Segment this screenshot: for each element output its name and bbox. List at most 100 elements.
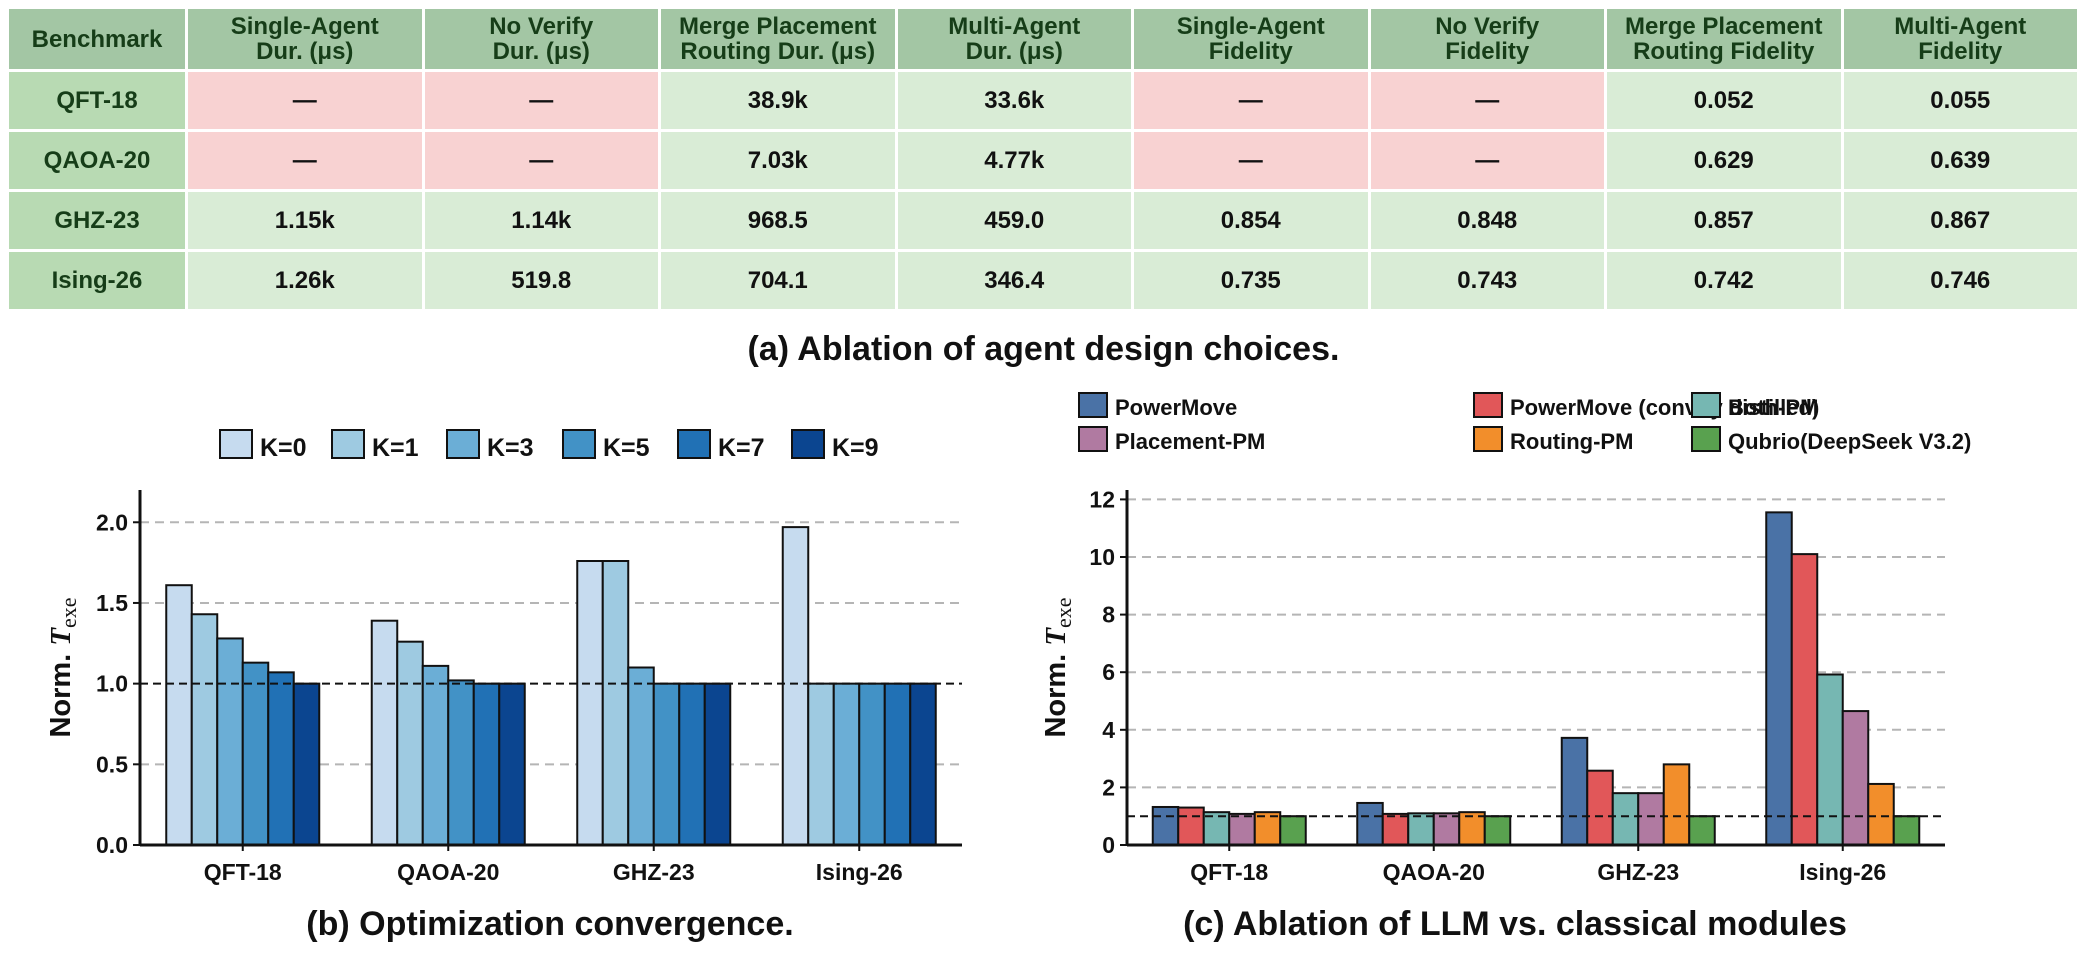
bar [1151,805,1180,847]
column-header: No Verify Fidelity [1367,6,1607,72]
table-cell: 519.8 [421,249,661,312]
column-header-text: Dur. (μs) [256,38,354,65]
column-header: Merge Placement Routing Fidelity [1604,6,1844,72]
table-cell: — [185,129,425,192]
y-axis-label-var: T [45,627,77,646]
table-cell: — [1367,69,1607,132]
x-tick-label: QFT-18 [1190,859,1268,885]
bar [601,560,630,846]
table-cell: — [421,69,661,132]
y-tick-label: 8 [1102,602,1115,628]
column-header-text: Fidelity [1918,38,2003,65]
llm-ablation-chart: QFT-18 QAOA-20 GHZ-23 Ising-26 0 2 4 6 8 10 12 Norm… [1040,392,1971,885]
table-cell: 968.5 [658,189,898,252]
bar [1765,511,1793,846]
bar [1637,792,1665,846]
column-header-text: Routing Dur. (μs) [680,38,876,65]
y-tick-label: 0.5 [96,751,128,777]
table-cell: 0.867 [1840,189,2080,252]
table-row: GHZ-23 1.15k 1.14k 968.5 459.0 0.854 0.848 0.85… [6,189,2080,252]
legend-swatch [331,429,365,459]
table-cell: 33.6k [894,69,1134,132]
table-cell: — [421,129,661,192]
legend-swatch [1691,392,1721,418]
legend-label: Placement-PM [1115,429,1265,454]
results-table-container: Benchmark Single-Agent Dur. (μs) No Verify D… [6,6,2080,312]
table-cell: 0.854 [1131,189,1371,252]
bar [292,682,321,846]
legend-swatch [791,429,825,459]
column-header: No Verify Dur. (μs) [421,6,661,72]
table-cell: 1.26k [185,249,425,312]
column-header-text: Multi-Agent [948,13,1081,40]
legend-label: K=1 [372,434,419,462]
bar [1841,710,1870,847]
y-tick-label: 1.5 [96,590,128,616]
legend-swatch [1078,392,1108,418]
bar [1356,801,1384,847]
bar [1867,782,1895,846]
table-row: Ising-26 1.26k 519.8 704.1 346.4 0.735 0.743 0.… [6,249,2080,312]
y-tick-label: 0.0 [96,832,128,858]
x-tick-label: Ising-26 [1799,859,1886,885]
legend-label: PowerMove [1115,395,1237,420]
row-benchmark-cell: Ising-26 [6,249,188,312]
column-header: Single-Agent Dur. (μs) [185,6,425,72]
table-cell: 38.9k [658,69,898,132]
table-cell: 0.857 [1604,189,1844,252]
column-header-text: Single-Agent [1176,13,1325,40]
x-tick-label: QAOA-20 [397,859,499,885]
legend-swatch [1473,426,1503,452]
table-cell: 1.15k [185,189,425,252]
legend-label: K=5 [603,434,650,462]
table-cell: 0.742 [1604,249,1844,312]
y-tick-label: 0 [1102,832,1115,858]
bar [498,682,526,846]
bar [1790,553,1819,846]
table-cell: 0.055 [1840,69,2080,132]
y-axis-label-sub: exe [56,597,81,628]
column-header-text: Dur. (μs) [965,38,1063,65]
table-cell: 0.746 [1840,249,2080,312]
y-axis-label-sub: exe [1051,597,1076,628]
table-cell: 704.1 [658,249,898,312]
bar [703,682,732,846]
y-axis-label-var: T [1040,627,1072,646]
legend-label: K=7 [718,434,765,462]
x-tick-label: Ising-26 [816,859,903,885]
y-tick-label: 2.0 [96,509,128,535]
bar [1688,815,1716,847]
table-cell: 459.0 [894,189,1134,252]
row-benchmark-cell: QFT-18 [6,69,188,132]
x-tick-label: QAOA-20 [1383,859,1485,885]
table-cell: 4.77k [894,129,1134,192]
caption-c: (c) Ablation of LLM vs. classical module… [1183,905,1847,943]
bar [1662,763,1691,846]
legend-swatch [1078,426,1108,452]
column-header-text: Single-Agent [230,13,379,40]
y-axis-label-text: Norm. [1040,646,1072,738]
convergence-chart: QFT-18 QAOA-20 GHZ-23 Ising-26 0.0 0.5 1.0 1.5 2… [45,429,962,885]
bar [1432,812,1461,847]
table-cell: 7.03k [658,129,898,192]
legend-label: Qubrio(DeepSeek V3.2) [1728,429,1971,454]
row-benchmark-cell: QAOA-20 [6,129,188,192]
column-header: Multi-Agent Dur. (μs) [894,6,1134,72]
table-cell: 0.743 [1367,249,1607,312]
column-header-text: Fidelity [1445,38,1530,65]
bar [1611,792,1640,846]
column-header-text: No Verify [489,13,594,40]
y-axis-label: Norm. Texe [1040,597,1076,737]
bar [190,613,219,846]
table-cell: 346.4 [894,249,1134,312]
ablation-table: Benchmark Single-Agent Dur. (μs) No Verify D… [6,6,2080,312]
table-cell: 1.14k [421,189,661,252]
bar [1816,673,1844,847]
legend-label: Routing-PM [1510,429,1633,454]
legend-swatch [677,429,711,459]
table-row: QFT-18— —38.9k 33.6k — —0.052 0.055 [6,69,2080,132]
y-tick-label: 1.0 [96,671,128,697]
legend-swatch [1473,392,1503,418]
legend-label: K=0 [260,434,307,462]
caption-b: (b) Optimization convergence. [306,905,794,943]
